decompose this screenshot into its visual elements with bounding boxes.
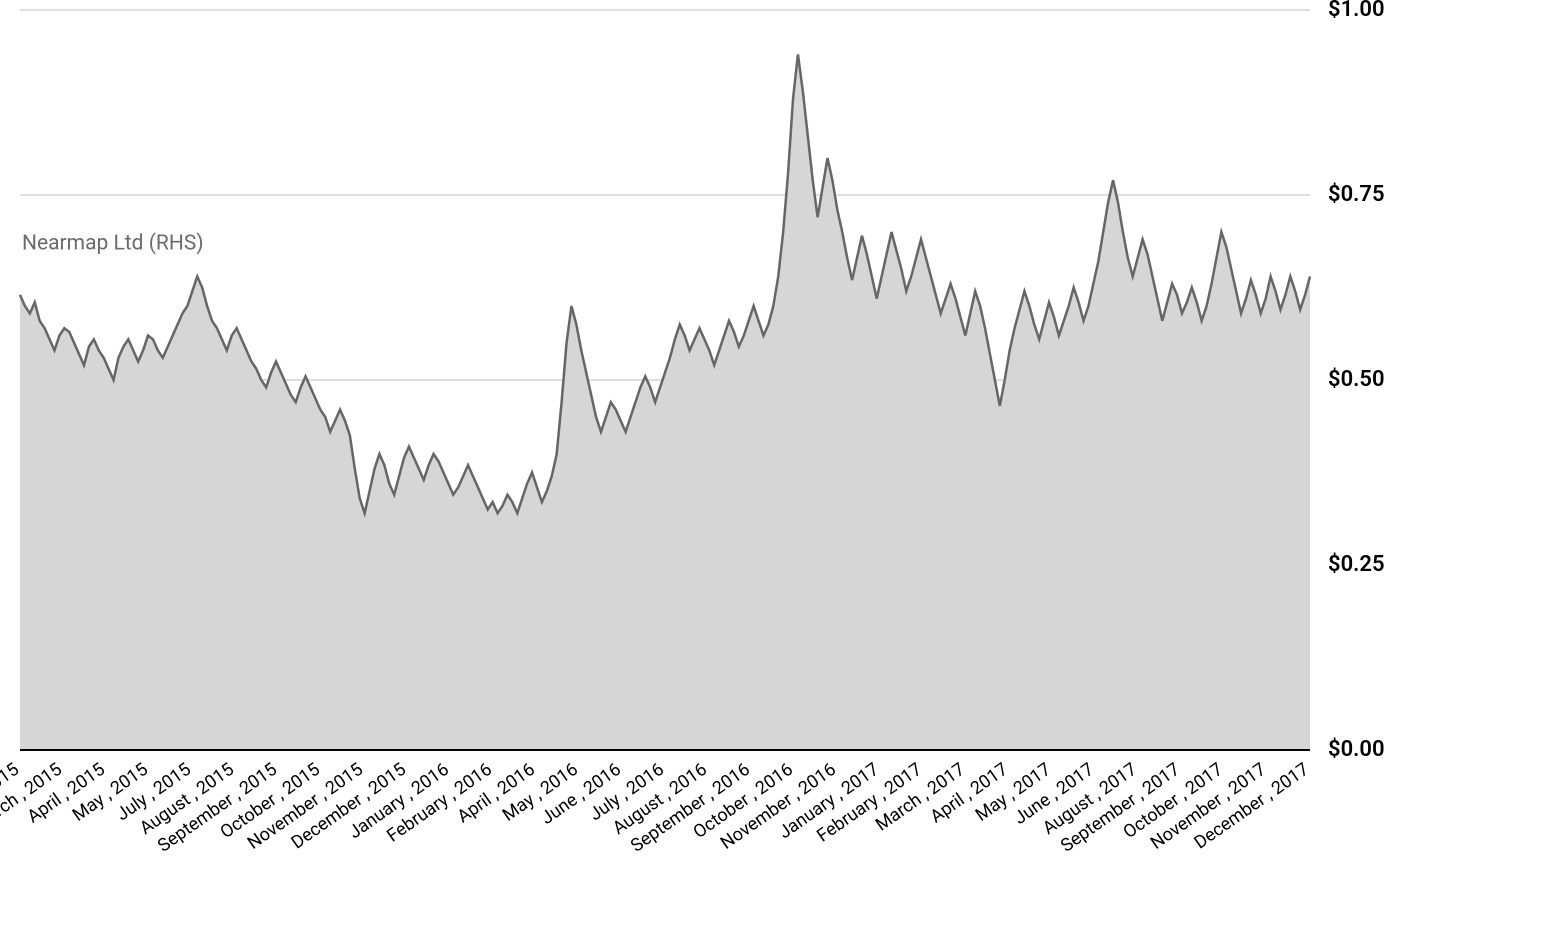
y-tick-label: $0.00 [1328, 737, 1385, 762]
y-tick-label: $0.50 [1328, 367, 1385, 392]
series-legend-label: Nearmap Ltd (RHS) [22, 232, 204, 256]
stock-area-chart: $0.00$0.25$0.50$0.75$1.00February , 2015… [0, 0, 1548, 942]
y-tick-label: $0.75 [1328, 182, 1385, 207]
chart-svg: $0.00$0.25$0.50$0.75$1.00February , 2015… [0, 0, 1548, 942]
y-tick-label: $1.00 [1328, 0, 1385, 22]
y-tick-label: $0.25 [1328, 552, 1385, 577]
